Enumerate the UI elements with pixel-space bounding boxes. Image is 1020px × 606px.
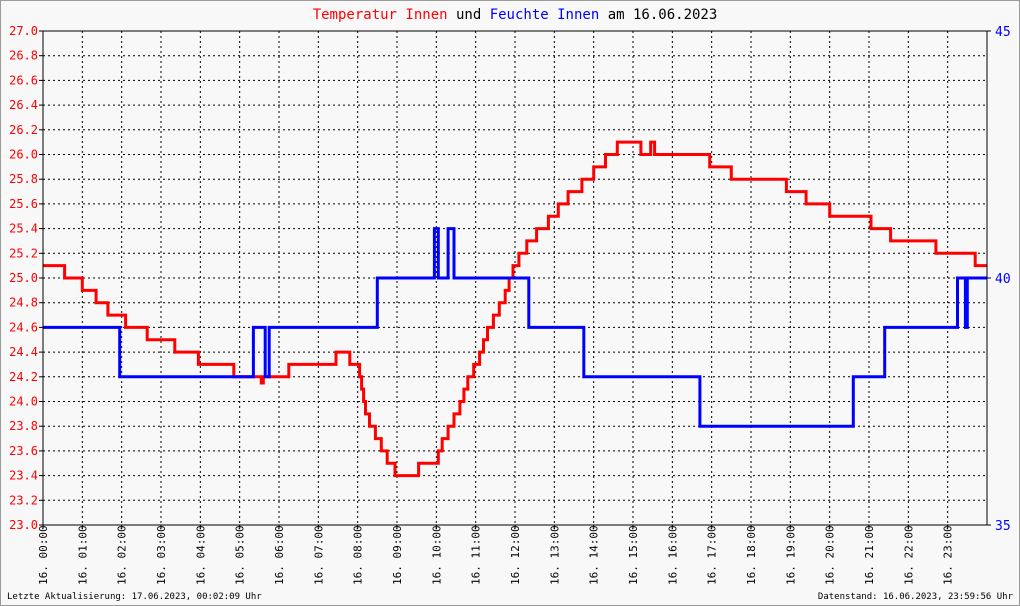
temperatur-innen-line: [43, 140, 987, 478]
y-right-tick-label: 40: [995, 272, 1011, 287]
x-tick-label: 16. 20:00: [824, 525, 837, 585]
x-tick-label: 16. 05:00: [234, 525, 247, 585]
footer-left: Letzte Aktualisierung: 17.06.2023, 00:02…: [7, 592, 262, 602]
x-tick-label: 16. 03:00: [155, 525, 168, 585]
axes: [39, 30, 991, 529]
footer-right: Datenstand: 16.06.2023, 23:59:56 Uhr: [818, 592, 1014, 602]
plot-border: [42, 30, 988, 526]
title-part: und: [448, 7, 490, 23]
y-right-tick-label: 45: [995, 25, 1011, 40]
y-left-tick-label: 24.2: [9, 370, 38, 384]
x-tick-label: 16. 06:00: [273, 525, 286, 585]
labels: 23.0 23.2 23.4 23.6 23.8 24.0 24.2 24.4 24.6 24.8…: [9, 24, 1011, 585]
x-tick-label: 16. 07:00: [312, 525, 325, 585]
y-left-tick-label: 23.2: [9, 493, 38, 507]
x-tick-label: 16. 19:00: [784, 525, 797, 585]
x-tick-label: 16. 01:00: [76, 525, 89, 585]
x-tick-label: 16. 08:00: [352, 525, 365, 585]
y-left-tick-label: 24.4: [9, 345, 38, 359]
x-tick-label: 16. 12:00: [509, 525, 522, 585]
x-tick-label: 16. 00:00: [37, 525, 50, 585]
x-tick-label: 16. 17:00: [706, 525, 719, 585]
chart-title: Temperatur Innen und Feuchte Innen am 16…: [313, 7, 718, 23]
x-tick-label: 16. 13:00: [548, 525, 561, 585]
y-left-tick-label: 23.0: [9, 518, 38, 532]
x-tick-label: 16. 09:00: [391, 525, 404, 585]
y-left-tick-label: 23.6: [9, 444, 38, 458]
y-left-tick-label: 23.8: [9, 419, 38, 433]
x-tick-label: 16. 14:00: [588, 525, 601, 585]
x-tick-label: 16. 23:00: [942, 525, 955, 585]
title-part: Temperatur Innen: [313, 7, 448, 23]
y-left-tick-label: 25.4: [9, 222, 38, 236]
y-left-tick-label: 23.4: [9, 469, 38, 483]
y-left-tick-label: 27.0: [9, 24, 38, 38]
y-left-tick-label: 24.0: [9, 395, 38, 409]
x-tick-label: 16. 15:00: [627, 525, 640, 585]
title-part: Feuchte Innen: [490, 7, 600, 23]
y-left-tick-label: 26.8: [9, 49, 38, 63]
y-left-tick-label: 26.6: [9, 73, 38, 87]
y-left-tick-label: 26.2: [9, 123, 38, 137]
y-left-tick-label: 25.8: [9, 172, 38, 186]
x-tick-label: 16. 16:00: [666, 525, 679, 585]
y-left-tick-label: 26.4: [9, 98, 38, 112]
y-left-tick-label: 25.2: [9, 246, 38, 260]
x-tick-label: 16. 22:00: [902, 525, 915, 585]
y-left-tick-label: 26.0: [9, 148, 38, 162]
x-tick-label: 16. 18:00: [745, 525, 758, 585]
y-right-tick-label: 35: [995, 519, 1011, 534]
x-tick-label: 16. 11:00: [470, 525, 483, 585]
y-left-tick-label: 24.6: [9, 320, 38, 334]
x-tick-label: 16. 21:00: [863, 525, 876, 585]
y-left-tick-label: 25.0: [9, 271, 38, 285]
x-tick-label: 16. 02:00: [116, 525, 129, 585]
y-left-tick-label: 24.8: [9, 296, 38, 310]
x-tick-label: 16. 10:00: [430, 525, 443, 585]
title-part: am 16.06.2023: [599, 7, 717, 23]
y-left-tick-label: 25.6: [9, 197, 38, 211]
x-tick-label: 16. 04:00: [194, 525, 207, 585]
feuchte-innen-line: [43, 227, 987, 428]
series-layer: [43, 140, 987, 478]
